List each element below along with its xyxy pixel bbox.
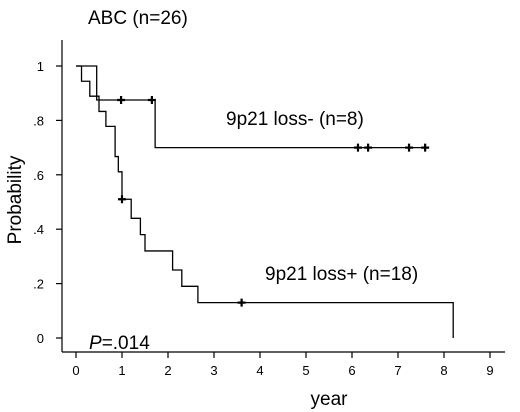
p-annotation: P=.014 (89, 333, 150, 354)
y-axis-label: Probability (5, 155, 26, 244)
x-tick-label: 2 (164, 363, 171, 378)
censor-mark (353, 143, 362, 152)
censor-mark (421, 143, 430, 152)
y-tick-label: .8 (33, 113, 44, 128)
chart-title: ABC (n=26) (88, 8, 188, 29)
censor-mark (118, 195, 126, 204)
p-value: =.014 (102, 333, 151, 354)
censor-mark (117, 96, 126, 104)
x-tick-label: 6 (348, 363, 355, 378)
x-tick-label: 7 (394, 363, 401, 378)
series-label: 9p21 loss- (n=8) (226, 109, 364, 130)
survival-curve (76, 65, 454, 338)
x-axis-label: year (311, 389, 349, 410)
x-tick-label: 4 (256, 363, 263, 378)
censor-mark (237, 298, 246, 307)
censor-mark (147, 96, 156, 104)
censor-mark (364, 143, 373, 152)
y-tick-label: .2 (33, 277, 44, 292)
x-tick-label: 1 (118, 363, 125, 378)
x-tick-label: 0 (72, 363, 79, 378)
x-tick-label: 3 (210, 363, 217, 378)
y-tick-label: 0 (37, 331, 44, 346)
y-tick-label: 1 (37, 59, 44, 74)
x-tick-label: 5 (302, 363, 309, 378)
series-label: 9p21 loss+ (n=18) (265, 264, 418, 285)
y-tick-label: .6 (33, 168, 44, 183)
x-tick-label: 9 (486, 363, 493, 378)
p-symbol: P (89, 333, 102, 354)
censor-mark (405, 143, 414, 152)
y-tick-label: .4 (33, 222, 44, 237)
survival-curve (76, 65, 429, 149)
x-tick-label: 8 (440, 363, 447, 378)
